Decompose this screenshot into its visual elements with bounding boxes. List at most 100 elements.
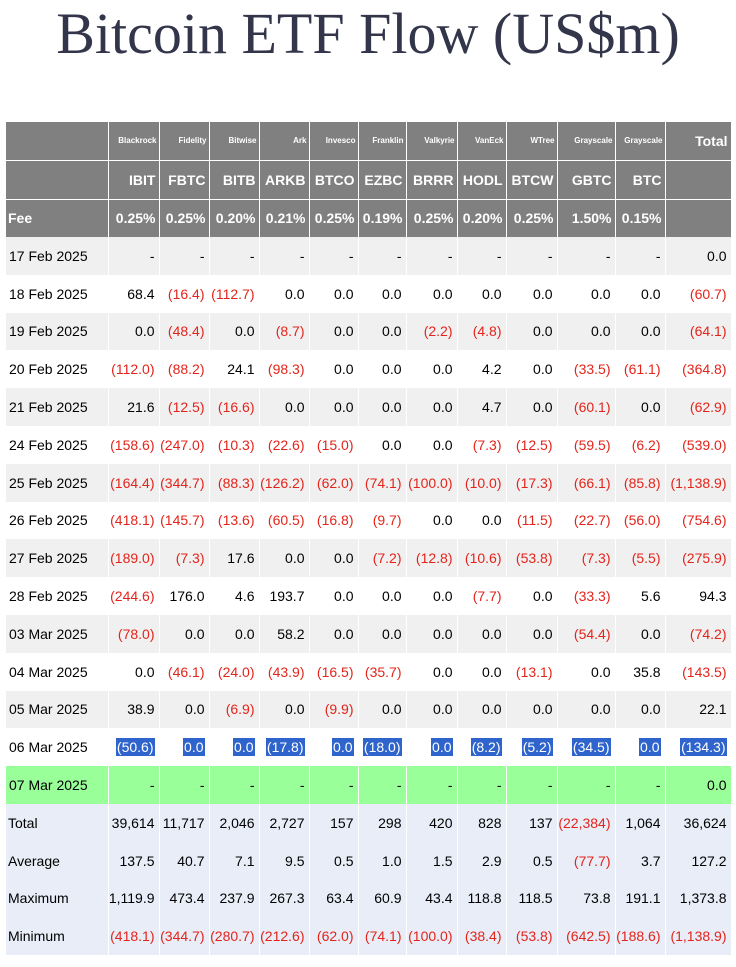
flow-value: 0.0 [382, 625, 402, 642]
flow-cell: (164.4) [108, 463, 160, 502]
issuer-name: Blackrock [108, 122, 160, 160]
flow-cell: 0.0 [506, 350, 558, 389]
flow-value: (64.1) [689, 323, 727, 340]
flow-value: (24.0) [217, 663, 255, 680]
header-corner [6, 159, 109, 199]
flow-cell: (7.7) [457, 577, 507, 615]
stat-cell: 118.5 [506, 879, 558, 918]
flow-value: (8.2) [470, 738, 502, 757]
stat-cell: 63.4 [309, 879, 359, 918]
stat-value: (62.0) [316, 928, 354, 945]
flow-cell: 0.0 [457, 614, 507, 653]
flow-value: (189.0) [110, 550, 155, 567]
flow-cell: (85.8) [615, 463, 666, 502]
table-row: 26 Feb 2025 (418.1) (145.7) (13.6) (60.5) (16… [6, 501, 732, 540]
stat-value: 36,624 [683, 814, 727, 831]
flow-cell: (7.3) [457, 425, 507, 464]
stat-cell: 1,373.8 [665, 879, 732, 918]
flow-rows: 17 Feb 2025 - - - - - - - - - - - 0.0 18 Feb 2025 68.4… [6, 237, 732, 956]
ticker: EZBC [358, 159, 407, 199]
stat-cell: 1,064 [615, 803, 666, 842]
flow-cell: - [557, 766, 616, 804]
flow-cell: (275.9) [665, 539, 732, 578]
flow-value: - [249, 777, 255, 794]
flow-cell: 0.0 [406, 652, 458, 691]
flow-cell: - [259, 766, 310, 804]
flow-cell: 0.0 [159, 614, 210, 653]
flow-cell: (17.8) [259, 728, 310, 767]
ticker: BTC [615, 159, 666, 199]
flow-cell: (1,138.9) [665, 463, 732, 502]
row-date: 20 Feb 2025 [6, 350, 109, 389]
flow-cell: 0.0 [358, 690, 407, 729]
flow-value: 0.0 [533, 399, 553, 416]
flow-cell: (8.2) [457, 728, 507, 767]
stat-value: 191.1 [625, 890, 661, 907]
flow-cell: 0.0 [406, 425, 458, 464]
stat-value: (642.5) [566, 928, 611, 945]
flow-cell: (2.2) [406, 312, 458, 351]
issuer-name: Ark [259, 122, 310, 160]
flow-cell: 0.0 [358, 312, 407, 351]
flow-value: 0.0 [482, 285, 502, 302]
flow-value: (59.5) [573, 436, 611, 453]
flow-cell: 0.0 [309, 388, 359, 426]
flow-cell: (33.3) [557, 577, 616, 615]
flow-cell: (62.0) [309, 463, 359, 502]
stat-cell: 3.7 [615, 841, 666, 880]
row-date: 07 Mar 2025 [6, 766, 109, 804]
flow-value: 0.0 [285, 285, 305, 302]
flow-value: 0.0 [285, 550, 305, 567]
flow-cell: 0.0 [309, 312, 359, 351]
flow-cell: 0.0 [309, 274, 359, 313]
flow-cell: 0.0 [309, 577, 359, 615]
table-row: 21 Feb 2025 21.6 (12.5) (16.6) 0.0 0.0 0.0 0.0 4… [6, 388, 732, 426]
table-row: 20 Feb 2025 (112.0) (88.2) 24.1 (98.3) 0.0 0.0… [6, 350, 732, 389]
flow-cell: 0.0 [457, 501, 507, 540]
flow-cell: - [557, 237, 616, 275]
flow-value: (418.1) [110, 512, 155, 529]
flow-value: 176.0 [169, 588, 205, 605]
flow-cell: 0.0 [259, 539, 310, 578]
flow-value: 0.0 [382, 285, 402, 302]
flow-cell: 0.0 [406, 728, 458, 767]
flow-value: (13.6) [217, 512, 255, 529]
flow-cell: (66.1) [557, 463, 616, 502]
stat-cell: 11,717 [159, 803, 210, 842]
stat-value: 1.5 [433, 852, 453, 869]
flow-value: (7.7) [472, 588, 502, 605]
flow-cell: (74.1) [358, 463, 407, 502]
flow-cell: (18.0) [358, 728, 407, 767]
flow-cell: - [259, 237, 310, 275]
flow-value: (143.5) [682, 663, 727, 680]
flow-cell: - [358, 237, 407, 275]
flow-cell: 0.0 [358, 614, 407, 653]
stat-cell: 1.0 [358, 841, 407, 880]
flow-cell: 0.0 [457, 274, 507, 313]
page-title: Bitcoin ETF Flow (US$m) [56, 1, 680, 66]
row-date: 21 Feb 2025 [6, 388, 109, 426]
flow-value: (12.8) [415, 550, 453, 567]
flow-value: (16.5) [316, 663, 354, 680]
flow-cell: 5.6 [615, 577, 666, 615]
flow-cell: (10.3) [209, 425, 260, 464]
stat-value: 7.1 [235, 852, 255, 869]
flow-value: (50.6) [115, 738, 155, 757]
table-row: 05 Mar 2025 38.9 0.0 (6.9) 0.0 (9.9) 0.0 0.0 0.0… [6, 690, 732, 729]
flow-cell: 0.0 [358, 425, 407, 464]
flow-value: (33.5) [573, 361, 611, 378]
flow-cell: (10.0) [457, 463, 507, 502]
flow-value: (17.3) [515, 474, 553, 491]
flow-cell: 0.0 [406, 690, 458, 729]
flow-cell: (54.4) [557, 614, 616, 653]
flow-cell: 0.0 [457, 690, 507, 729]
flow-value: (9.9) [324, 701, 354, 718]
ticker-total-blank [665, 159, 732, 199]
issuer-name: Fidelity [159, 122, 210, 160]
flow-value: (2.2) [423, 323, 453, 340]
flow-value: 0.0 [334, 588, 354, 605]
row-date: 28 Feb 2025 [6, 577, 109, 615]
flow-cell: 0.0 [309, 539, 359, 578]
flow-cell: (12.5) [159, 388, 210, 426]
flow-value: 0.0 [334, 285, 354, 302]
